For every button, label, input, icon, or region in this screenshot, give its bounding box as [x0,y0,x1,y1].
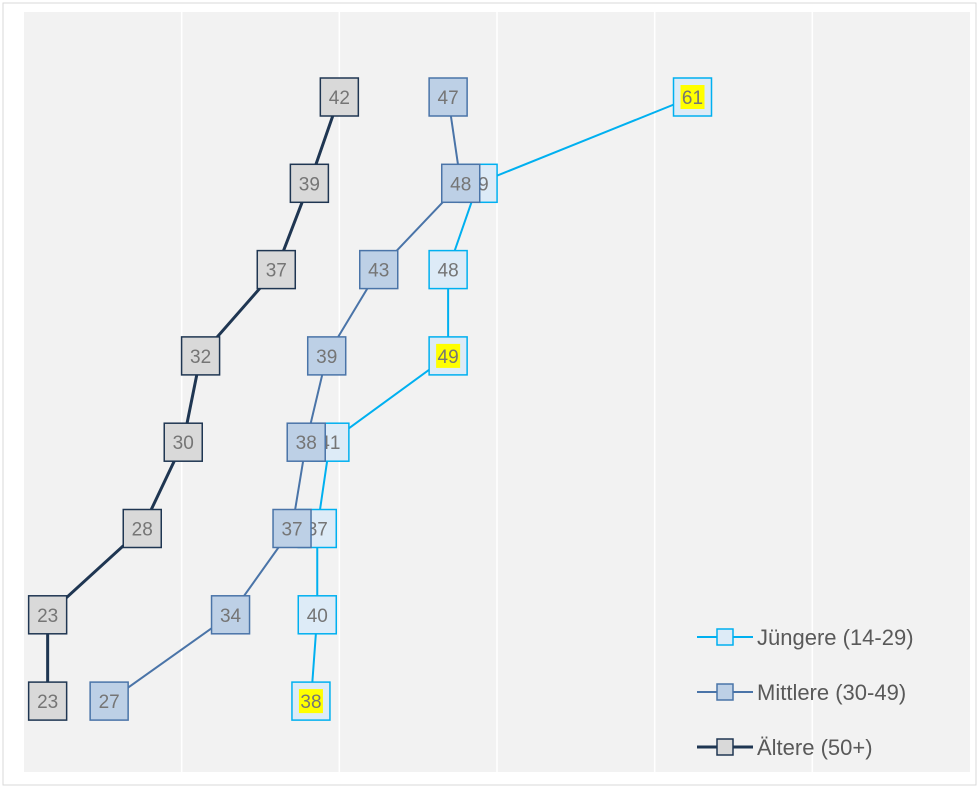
grid [180,12,814,772]
data-point: 43 [359,249,399,290]
label-highlight [436,343,461,368]
label-highlight [680,85,705,109]
data-point: 42 [319,77,360,117]
data-label: 39 [299,174,320,195]
series-2: 27 34 37 38 39 43 48 47 [89,77,481,721]
data-point: 38 [286,422,326,462]
legend-label: Jüngere (14-29) [757,625,914,650]
point-marker [359,249,399,290]
data-label: 30 [173,433,194,454]
data-label: 34 [220,606,242,627]
data-point: 34 [210,595,251,635]
data-label: 37 [307,520,328,541]
point-marker [297,595,338,635]
data-label: 37 [281,520,302,541]
data-label: 38 [296,433,317,454]
data-label: 23 [37,692,58,713]
data-label: 48 [438,261,459,282]
data-point: 38 [291,681,331,721]
legend: Jüngere (14-29) Mittlere (30-49) Ältere (5… [697,625,914,760]
data-label: 49 [438,347,459,368]
data-label: 61 [682,88,703,109]
data-label: 43 [368,261,389,282]
point-marker [306,336,347,376]
data-label: 27 [99,692,120,713]
point-marker [180,336,221,376]
legend-item: Ältere (50+) [697,735,873,760]
data-label: 38 [300,692,321,713]
legend-marker [716,738,734,756]
point-marker [319,77,360,117]
data-label: 42 [329,88,350,109]
data-label: 37 [266,261,287,282]
data-label: 40 [307,606,328,627]
point-marker [27,595,68,635]
point-marker [122,508,162,549]
series-3: 23 23 28 30 32 37 39 42 [27,77,360,721]
data-point: 39 [289,163,330,204]
data-point: 39 [306,336,347,376]
data-point: 48 [428,249,468,290]
data-label: 23 [37,606,58,627]
series-group: 3840374149484961273437383943484723232830… [27,77,713,721]
point-marker [428,249,468,290]
point-marker [163,422,203,462]
legend-marker [716,628,734,646]
point-marker [289,163,330,204]
point-marker [440,163,481,204]
data-point: 47 [428,77,468,117]
point-marker [286,422,326,462]
legend-label: Mittlere (30-49) [757,680,906,705]
data-label: 32 [190,347,211,368]
legend-item: Jüngere (14-29) [697,625,914,650]
point-marker [210,595,251,635]
data-point: 27 [89,681,129,721]
label-highlight [298,689,323,714]
data-point: 40 [297,595,338,635]
legend-item: Mittlere (30-49) [697,680,906,705]
point-marker [89,681,129,721]
data-point: 48 [440,163,481,204]
data-point: 23 [27,595,68,635]
data-label: 47 [438,88,459,109]
data-point: 37 [256,249,297,290]
point-marker [256,249,297,290]
data-label: 39 [316,347,337,368]
data-point: 61 [672,77,713,117]
data-point: 23 [27,681,68,721]
legend-marker [716,683,734,701]
data-label: 48 [450,174,471,195]
point-marker [27,681,68,721]
data-point: 28 [122,508,162,549]
data-point: 30 [163,422,203,462]
data-point: 37 [272,508,312,549]
point-marker [428,77,468,117]
data-point: 49 [428,336,468,376]
legend-label: Ältere (50+) [757,735,873,760]
data-point: 32 [180,336,221,376]
data-label: 28 [132,520,153,541]
point-marker [272,508,312,549]
